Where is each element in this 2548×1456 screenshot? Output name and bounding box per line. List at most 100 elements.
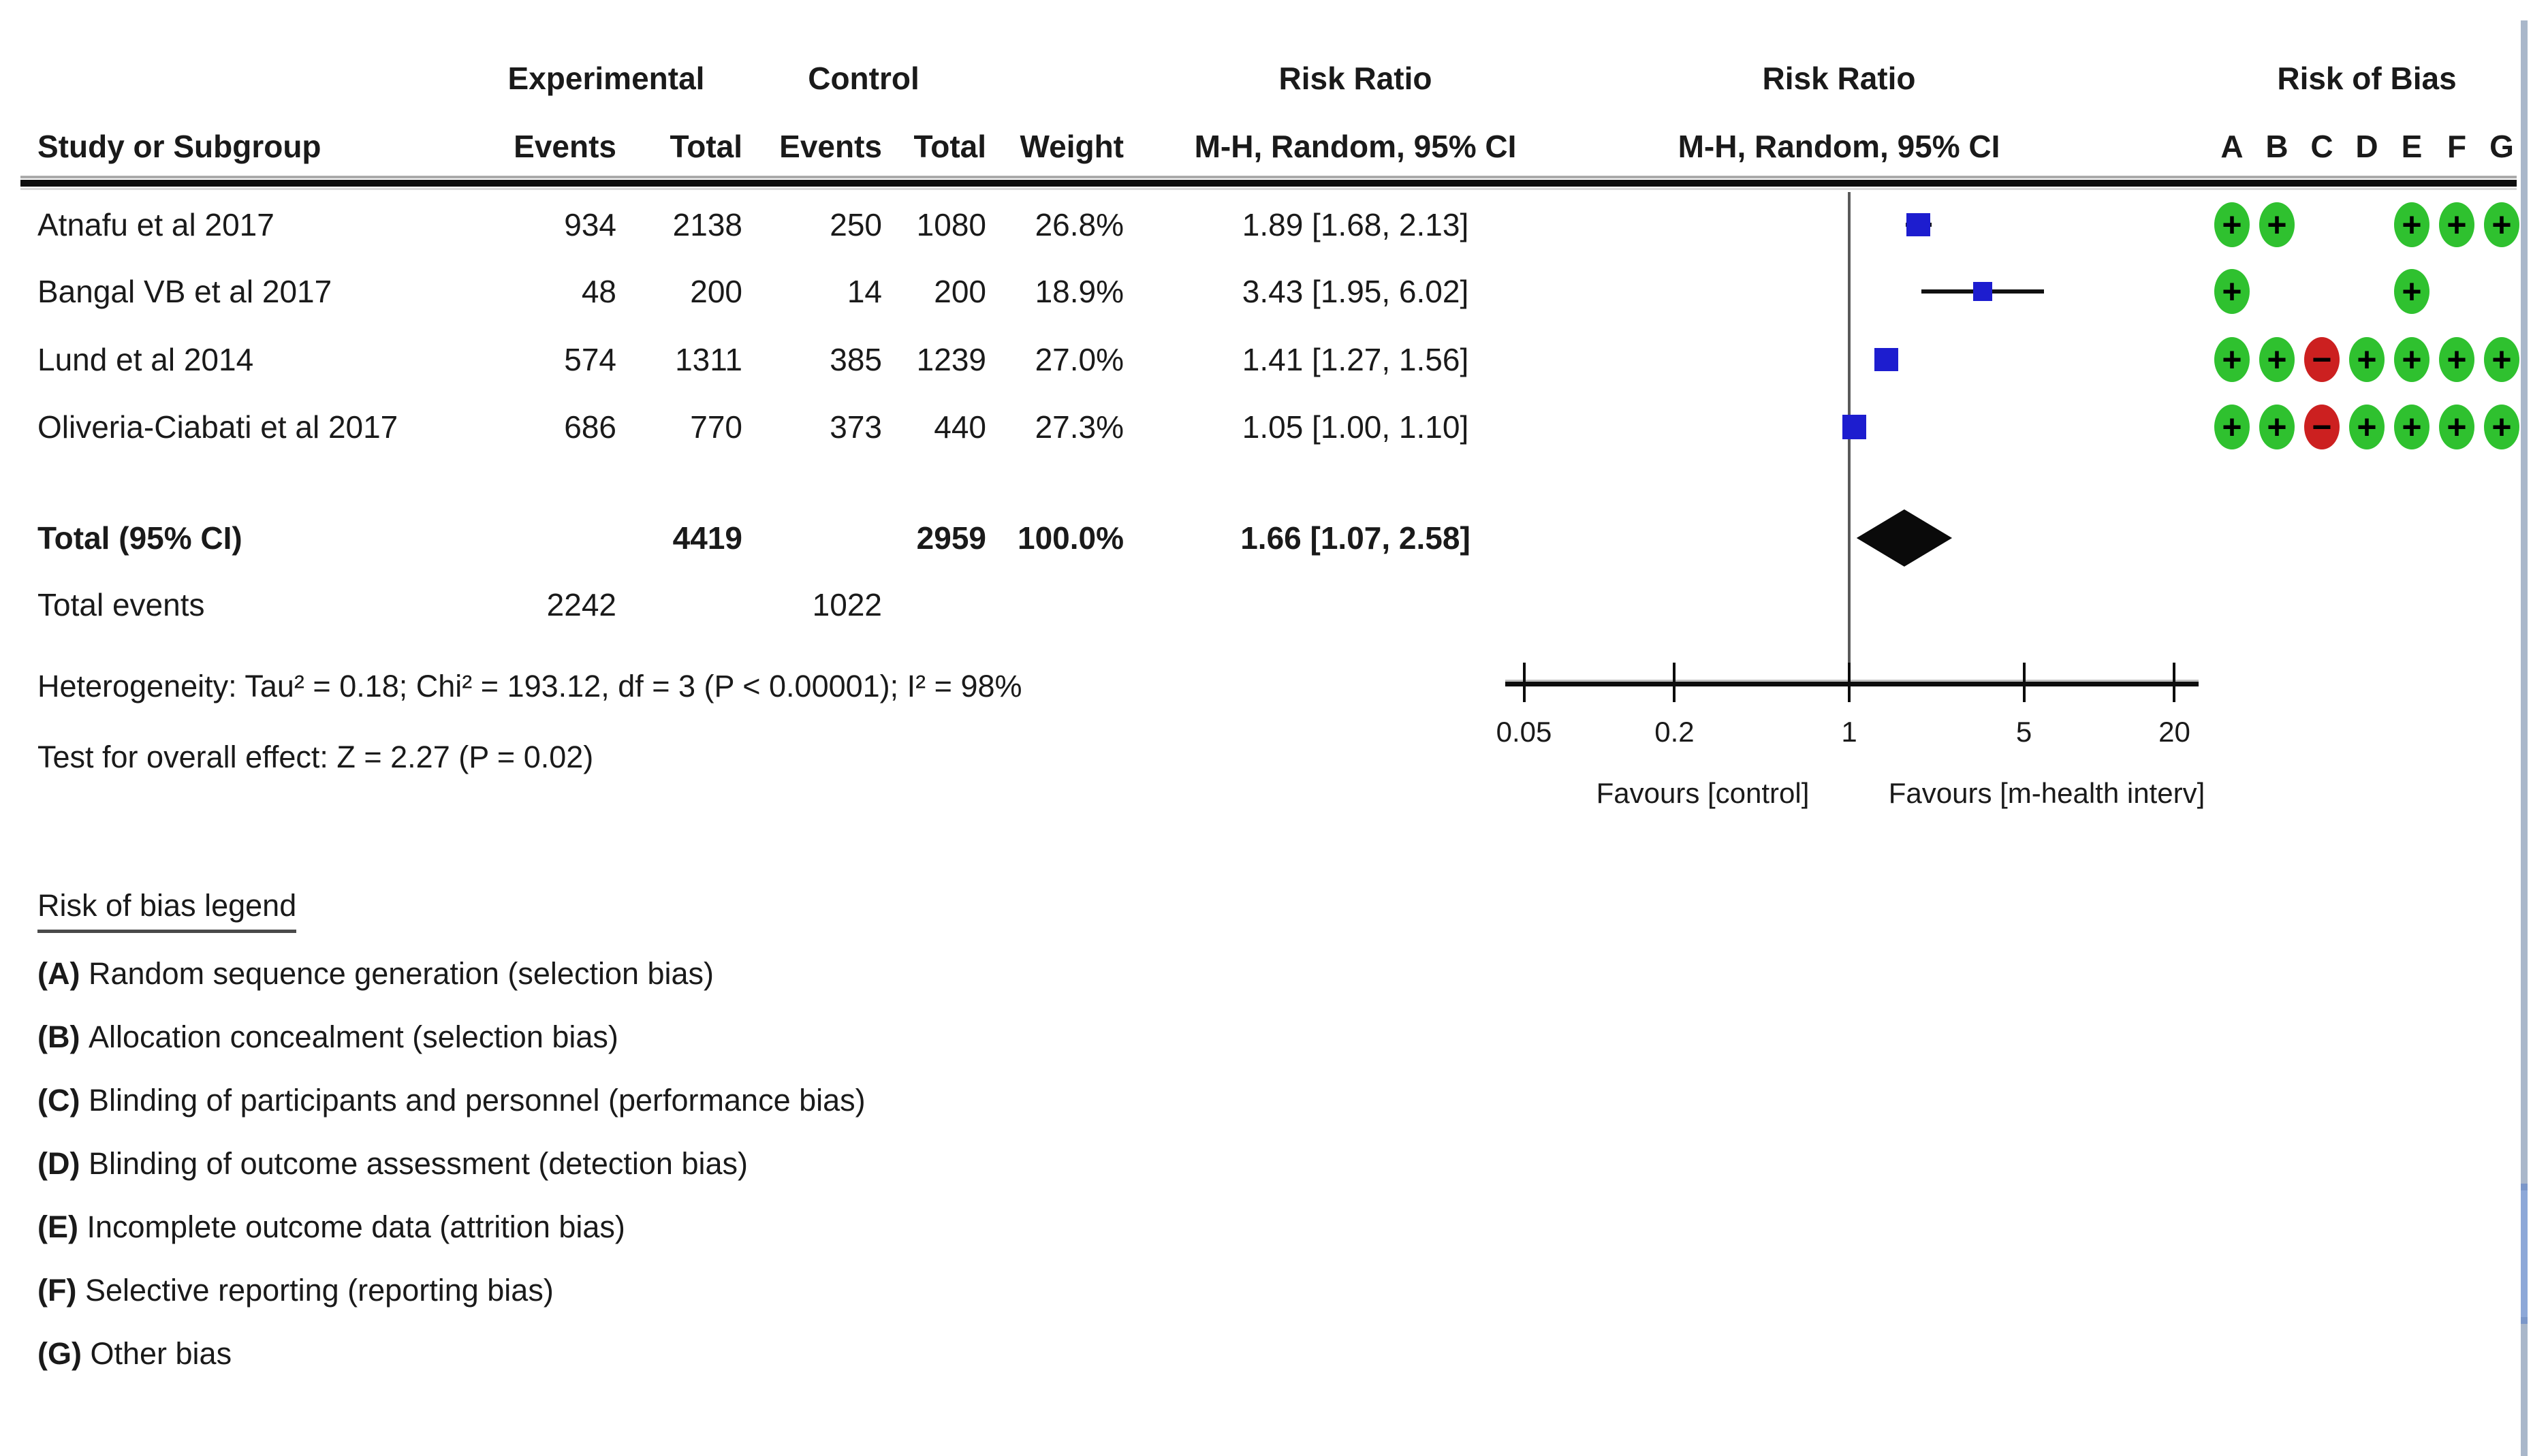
legend-item: (G) Other bias	[37, 1321, 232, 1387]
axis-tick-label: 20	[2158, 716, 2190, 748]
axis-tick-label: 5	[2015, 716, 2032, 748]
rob-domain-letter: B	[2265, 129, 2289, 164]
exp-events-cell: 48	[581, 274, 616, 309]
rob-circle-high-risk: −	[2304, 405, 2340, 449]
axis-tick	[2022, 663, 2026, 702]
exp-events-cell: 686	[564, 409, 616, 445]
x-axis	[1505, 682, 2199, 686]
rob-domain-letter: G	[2489, 129, 2514, 164]
plus-icon: +	[2402, 408, 2422, 446]
axis-shadow	[1505, 680, 2199, 682]
exp-events-cell: 934	[564, 207, 616, 242]
col-header-ctl-events: Events	[779, 129, 882, 164]
rr-ci-cell: 1.89 [1.68, 2.13]	[1242, 207, 1469, 242]
scrollbar-track[interactable]	[2521, 20, 2528, 1456]
total-events-ctl-cell: 1022	[812, 587, 882, 622]
rob-circle-low-risk: +	[2394, 405, 2429, 449]
legend-item-text: Blinding of participants and personnel (…	[88, 1083, 866, 1118]
heterogeneity-line: Heterogeneity: Tau² = 0.18; Chi² = 193.1…	[37, 669, 1022, 703]
rr-point-square	[1874, 347, 1899, 372]
legend-item: (C) Blinding of participants and personn…	[37, 1068, 866, 1133]
rob-circle-low-risk: +	[2259, 202, 2295, 247]
rob-circle-low-risk: +	[2394, 202, 2429, 247]
ctl-total-cell: 1239	[916, 342, 986, 377]
col-header-exp-events: Events	[514, 129, 616, 164]
col-header-risk-ratio-text: Risk Ratio	[1278, 61, 1432, 96]
overall-effect-line: Test for overall effect: Z = 2.27 (P = 0…	[37, 740, 594, 774]
rob-circle-low-risk: +	[2214, 202, 2250, 247]
rr-ci-cell: 3.43 [1.95, 6.02]	[1242, 274, 1469, 309]
plus-icon: +	[2402, 206, 2422, 244]
rob-circle-low-risk: +	[2349, 405, 2385, 449]
weight-cell: 26.8%	[1035, 207, 1124, 242]
plus-icon: +	[2402, 272, 2422, 311]
total-exp-cell: 4419	[672, 520, 742, 556]
ctl-total-cell: 440	[934, 409, 986, 445]
plus-icon: +	[2357, 341, 2377, 379]
legend-item: (B) Allocation concealment (selection bi…	[37, 1004, 618, 1070]
study-name: Lund et al 2014	[37, 342, 254, 377]
exp-total-cell: 770	[690, 409, 742, 445]
legend-item: (E) Incomplete outcome data (attrition b…	[37, 1194, 625, 1260]
legend-item-text: Blinding of outcome assessment (detectio…	[88, 1146, 748, 1181]
rob-domain-letter: A	[2220, 129, 2244, 164]
rob-domain-letter: F	[2447, 129, 2467, 164]
total-weight-cell: 100.0%	[1017, 520, 1124, 556]
favours-left-label: Favours [control]	[1596, 777, 1810, 809]
pooled-effect-diamond	[1856, 509, 1953, 567]
rob-domain-letter: D	[2355, 129, 2378, 164]
plus-icon: +	[2222, 272, 2242, 311]
exp-total-cell: 1311	[675, 342, 742, 377]
header-rule	[20, 180, 2517, 187]
rob-circle-low-risk: +	[2484, 202, 2519, 247]
plus-icon: +	[2491, 206, 2512, 244]
plus-icon: +	[2447, 408, 2467, 446]
col-header-control: Control	[808, 61, 919, 96]
axis-tick-label: 0.2	[1654, 716, 1695, 748]
rr-point-square	[1973, 281, 1993, 302]
legend-item-key: (D)	[37, 1146, 89, 1181]
plus-icon: +	[2447, 341, 2467, 379]
rob-circle-low-risk: +	[2394, 269, 2429, 314]
minus-icon: −	[2312, 341, 2332, 379]
rr-ci-cell: 1.41 [1.27, 1.56]	[1242, 342, 1469, 377]
plus-icon: +	[2267, 206, 2287, 244]
study-name: Bangal VB et al 2017	[37, 274, 332, 309]
ctl-total-cell: 1080	[916, 207, 986, 242]
exp-events-cell: 574	[564, 342, 616, 377]
ctl-events-cell: 250	[830, 207, 882, 242]
plus-icon: +	[2447, 206, 2467, 244]
legend-item: (A) Random sequence generation (selectio…	[37, 941, 714, 1007]
study-name: Atnafu et al 2017	[37, 207, 274, 242]
legend-item-text: Incomplete outcome data (attrition bias)	[86, 1209, 625, 1244]
study-name: Oliveria-Ciabati et al 2017	[37, 409, 398, 445]
minus-icon: −	[2312, 408, 2332, 446]
plus-icon: +	[2491, 408, 2512, 446]
legend-item-key: (G)	[37, 1336, 91, 1371]
rob-circle-low-risk: +	[2484, 405, 2519, 449]
plus-icon: +	[2222, 341, 2242, 379]
legend-item-key: (C)	[37, 1083, 89, 1118]
rob-circle-low-risk: +	[2439, 405, 2474, 449]
header-rule-shadow	[20, 176, 2517, 178]
legend-item-text: Allocation concealment (selection bias)	[88, 1019, 618, 1054]
rr-ci-cell: 1.05 [1.00, 1.10]	[1242, 409, 1469, 445]
rob-domain-letter: E	[2401, 129, 2423, 164]
axis-tick	[2173, 663, 2176, 702]
scrollbar-thumb[interactable]	[2521, 1184, 2528, 1324]
rob-circle-low-risk: +	[2214, 337, 2250, 382]
rob-circle-low-risk: +	[2484, 337, 2519, 382]
header-rule-underline	[20, 188, 2517, 190]
ctl-total-cell: 200	[934, 274, 986, 309]
col-header-weight: Weight	[1020, 129, 1124, 164]
rob-legend-title: Risk of bias legend	[37, 873, 297, 938]
col-header-experimental: Experimental	[507, 61, 705, 96]
axis-tick	[1673, 663, 1676, 702]
weight-cell: 18.9%	[1035, 274, 1124, 309]
rr-point-square	[1842, 415, 1867, 439]
col-header-mh-text: M-H, Random, 95% CI	[1194, 129, 1517, 164]
col-header-ctl-total: Total	[913, 129, 986, 164]
rob-circle-low-risk: +	[2214, 405, 2250, 449]
axis-tick	[1848, 663, 1851, 702]
